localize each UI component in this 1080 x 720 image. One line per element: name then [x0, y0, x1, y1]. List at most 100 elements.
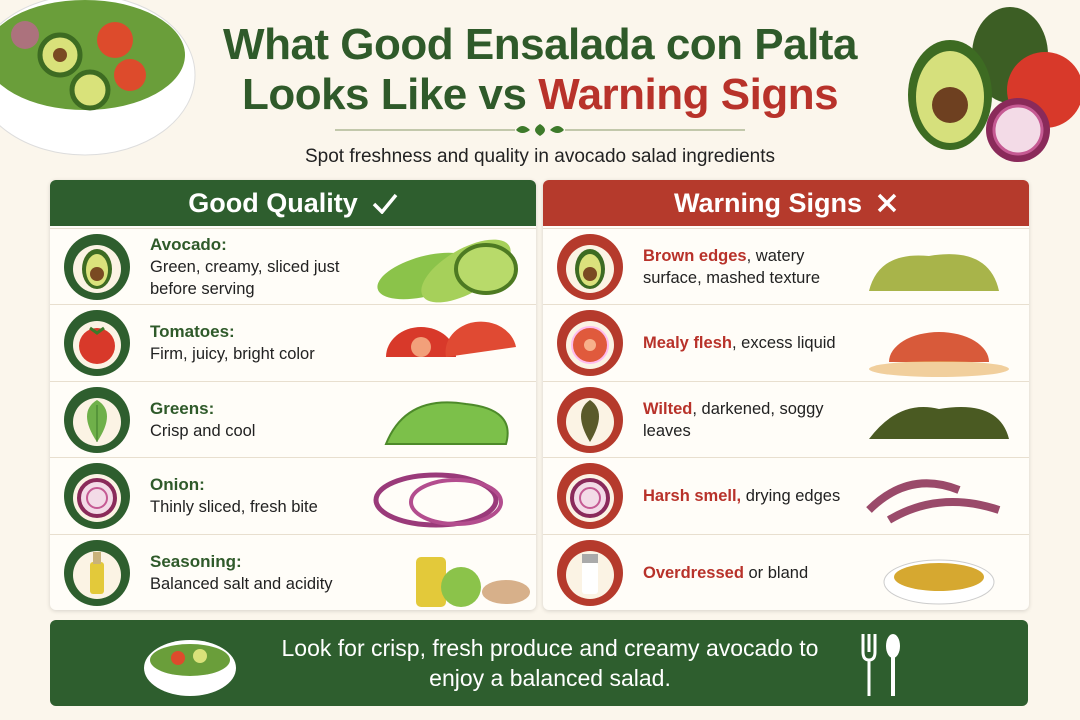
icon — [557, 310, 623, 381]
avocado-tomato-illustration — [908, 7, 1080, 162]
icon — [64, 463, 130, 534]
ingredient-picture — [859, 231, 1024, 308]
ingredient-description: Balanced salt and acidity — [150, 574, 333, 593]
text: Brown edges, watery surface, mashed text… — [643, 229, 853, 305]
ingredient-illustration — [866, 479, 1001, 524]
row: Harsh smell, drying edges — [543, 457, 1029, 534]
warning-highlight: Overdressed — [643, 563, 744, 582]
ingredient-illustration — [384, 401, 509, 445]
ingredient-illustration — [386, 321, 516, 358]
warning-highlight: Brown edges — [643, 247, 747, 265]
ingredient-icon — [64, 310, 130, 377]
ingredient-illustration — [883, 559, 995, 605]
ingredient-illustration — [416, 556, 530, 607]
ingredient-name: Tomatoes: — [150, 322, 235, 342]
ingredient-illustration — [869, 406, 1009, 439]
ingredient-description: Green, creamy, sliced just before servin… — [150, 258, 340, 298]
footer-message: Look for crisp, fresh produce and creamy… — [281, 635, 819, 691]
subtitle: Spot freshness and quality in avocado sa… — [304, 146, 776, 167]
ingredient-icon — [557, 539, 623, 606]
ingredient-picture — [366, 231, 531, 308]
ingredient-picture — [859, 384, 1024, 461]
text: Avocado: Green, creamy, sliced just befor… — [150, 229, 360, 305]
warning-text: Brown edges, watery surface, mashed text… — [643, 245, 853, 289]
row: Onion: Thinly sliced, fresh bite — [50, 457, 536, 534]
ingredient-icon — [64, 234, 130, 300]
warning-description: or bland — [743, 563, 809, 582]
icon — [64, 539, 130, 610]
ingredient-picture — [366, 460, 531, 537]
ingredient-illustration — [373, 472, 503, 528]
ingredient-picture — [859, 537, 1024, 610]
warning-text: Mealy flesh, excess liquid — [643, 332, 853, 354]
warning-panel: Warning Signs Brown edges, watery surfac… — [543, 180, 1029, 610]
ingredient-icon — [557, 310, 623, 377]
row: Overdressed or bland — [543, 533, 1029, 610]
divider — [335, 124, 745, 136]
footer-banner: Look for crisp, fresh produce and creamy… — [50, 620, 1028, 706]
ingredient-name: Seasoning: — [150, 551, 242, 571]
check-icon — [372, 193, 398, 214]
warning-highlight: Harsh smell, — [643, 487, 742, 506]
good-heading: Good Quality — [188, 187, 358, 218]
ingredient-picture — [859, 460, 1024, 537]
ingredient-picture — [366, 307, 531, 384]
warning-text: Overdressed or bland — [643, 562, 853, 584]
ingredient-icon — [64, 463, 130, 530]
title: What Good Ensalada con Palta — [223, 20, 857, 69]
warning-heading: Warning Signs — [674, 187, 862, 218]
icon — [64, 386, 130, 458]
ingredient-icon — [64, 386, 130, 453]
row: Greens: Crisp and cool — [50, 380, 536, 461]
text: Mealy flesh, excess liquid — [643, 305, 853, 381]
row: Wilted, darkened, soggy leaves — [543, 380, 1029, 461]
title: Looks Like vs Warning Signs — [0, 70, 1080, 120]
text: Wilted, darkened, soggy leaves — [643, 382, 853, 458]
ingredient-description: Crisp and cool — [150, 421, 256, 440]
ingredient-icon — [557, 234, 623, 300]
ingredient-picture — [859, 307, 1024, 384]
ingredient-name: Avocado: — [150, 235, 227, 254]
warning-description: , darkened, soggy leaves — [643, 399, 824, 440]
text: Seasoning: Balanced salt and acidity — [150, 535, 360, 610]
warning-description: , watery surface, mashed texture — [643, 247, 821, 287]
row: Seasoning: Balanced salt and acidity — [50, 533, 536, 610]
salad-bowl-illustration — [0, 0, 196, 156]
ingredient-icon — [64, 539, 130, 606]
row: Brown edges, watery surface, mashed text… — [543, 228, 1029, 305]
ingredient-icon — [557, 386, 623, 453]
text: Harsh smell, drying edges — [643, 458, 853, 534]
warning-highlight: Mealy flesh — [643, 334, 732, 353]
ingredient-description: Thinly sliced, fresh bite — [150, 498, 318, 517]
text: Greens: Crisp and cool — [150, 382, 360, 458]
ingredient-picture — [366, 537, 531, 610]
title-part: Looks Like vs — [241, 70, 527, 119]
good-header: Good Quality — [50, 180, 536, 226]
text: Onion: Thinly sliced, fresh bite — [150, 458, 360, 534]
row: Tomatoes: Firm, juicy, bright color — [50, 304, 536, 381]
icon — [557, 463, 623, 534]
ingredient-name: Onion: — [150, 475, 205, 495]
ingredient-description: Firm, juicy, bright color — [150, 345, 315, 364]
row: Avocado: Green, creamy, sliced just befor… — [50, 228, 536, 305]
good-panel: Good Quality Avocado: Green, creamy, slic… — [50, 180, 536, 610]
ingredient-icon — [557, 463, 623, 530]
icon — [557, 539, 623, 610]
warning-highlight: Wilted — [643, 399, 693, 418]
x-icon — [877, 193, 897, 213]
title-highlight: Warning Signs — [538, 70, 839, 119]
ingredient-illustration — [377, 239, 518, 303]
footer-salad — [144, 640, 236, 696]
ingredient-illustration — [869, 332, 1009, 378]
ingredient-picture — [366, 384, 531, 461]
text: Overdressed or bland — [643, 535, 853, 610]
warning-header: Warning Signs — [543, 180, 1029, 226]
icon — [64, 234, 130, 305]
ingredient-name: Greens: — [150, 398, 215, 418]
icon — [64, 310, 130, 381]
warning-description: drying edges — [741, 487, 841, 506]
icon — [557, 234, 623, 305]
warning-text: Wilted, darkened, soggy leaves — [643, 398, 853, 442]
ingredient-illustration — [869, 254, 999, 291]
